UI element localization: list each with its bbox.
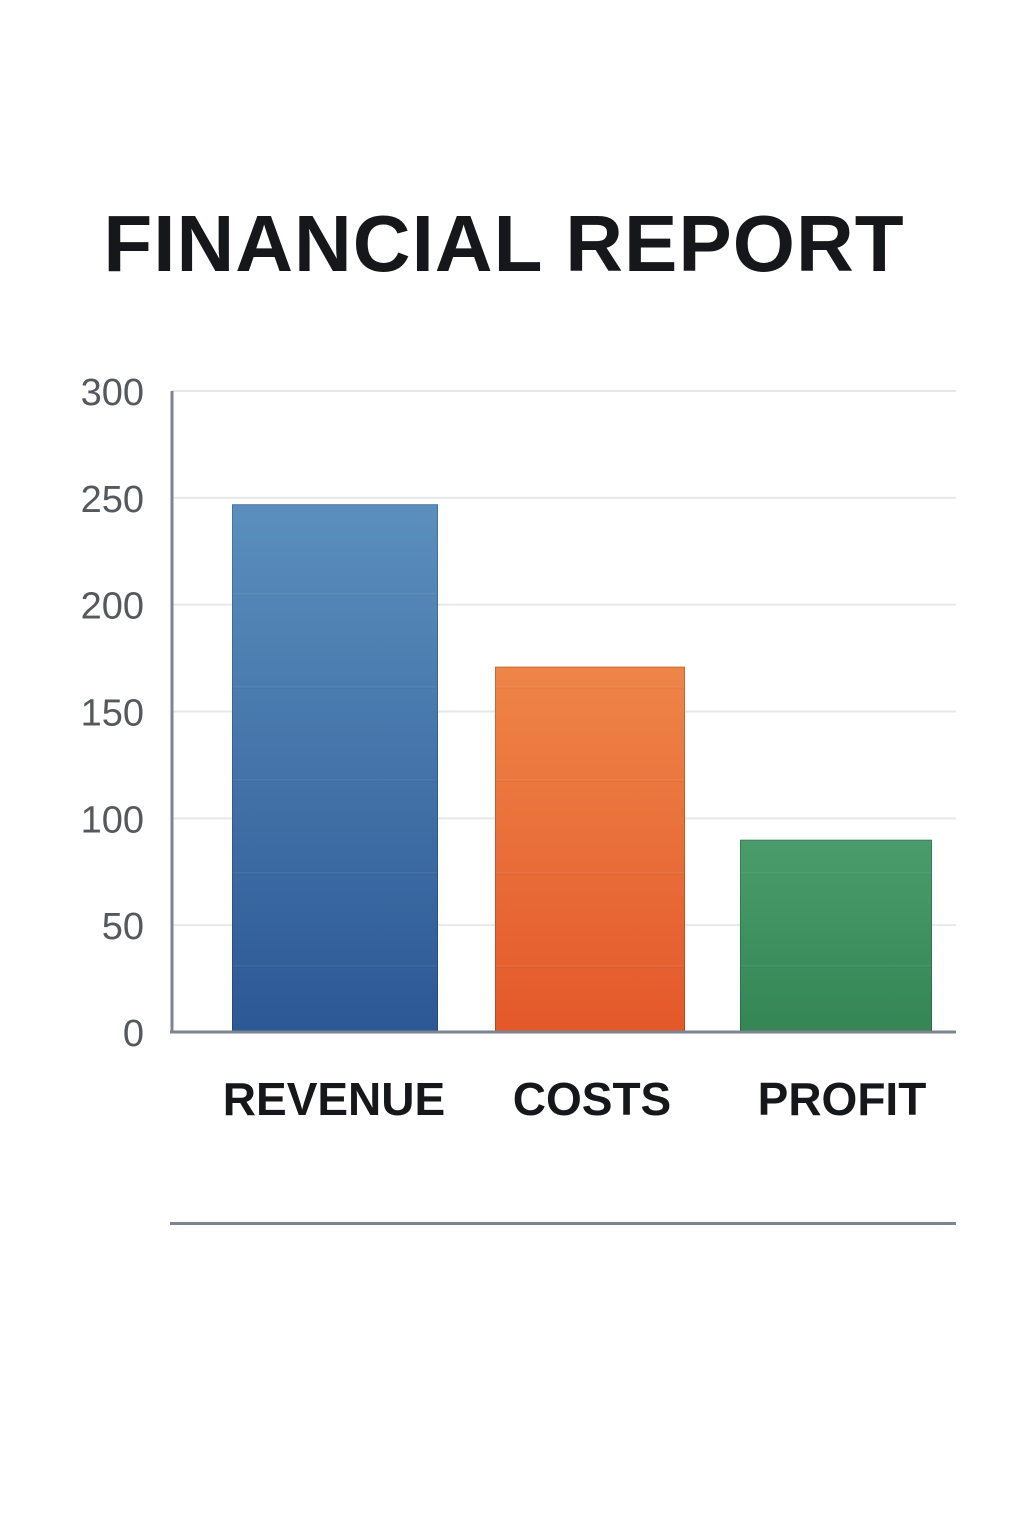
bar-profit — [740, 839, 932, 1033]
category-label-costs: COSTS — [513, 1073, 671, 1125]
y-tick-label-200: 200 — [81, 586, 144, 628]
category-labels: REVENUE COSTS PROFIT — [223, 1073, 927, 1125]
category-label-revenue: REVENUE — [223, 1073, 445, 1125]
y-tick-label-150: 150 — [81, 693, 144, 735]
axes — [170, 391, 956, 1034]
y-tick-label-0: 0 — [123, 1013, 144, 1055]
y-tick-label-250: 250 — [81, 479, 144, 521]
bar-revenue — [232, 504, 438, 1032]
bars — [232, 504, 932, 1033]
bar-costs-fill — [495, 666, 685, 1032]
y-tick-label-300: 300 — [81, 372, 144, 414]
y-tick-label-50: 50 — [102, 906, 144, 948]
report-title: FINANCIAL REPORT — [103, 199, 905, 288]
footer-divider — [170, 1222, 956, 1225]
y-tick-label-100: 100 — [81, 799, 144, 841]
y-tick-labels: 0 50 100 150 200 250 300 — [81, 372, 144, 1055]
category-label-profit: PROFIT — [758, 1073, 927, 1125]
bar-revenue-fill — [232, 504, 438, 1032]
bar-profit-fill — [740, 839, 932, 1032]
bar-costs — [495, 666, 685, 1032]
